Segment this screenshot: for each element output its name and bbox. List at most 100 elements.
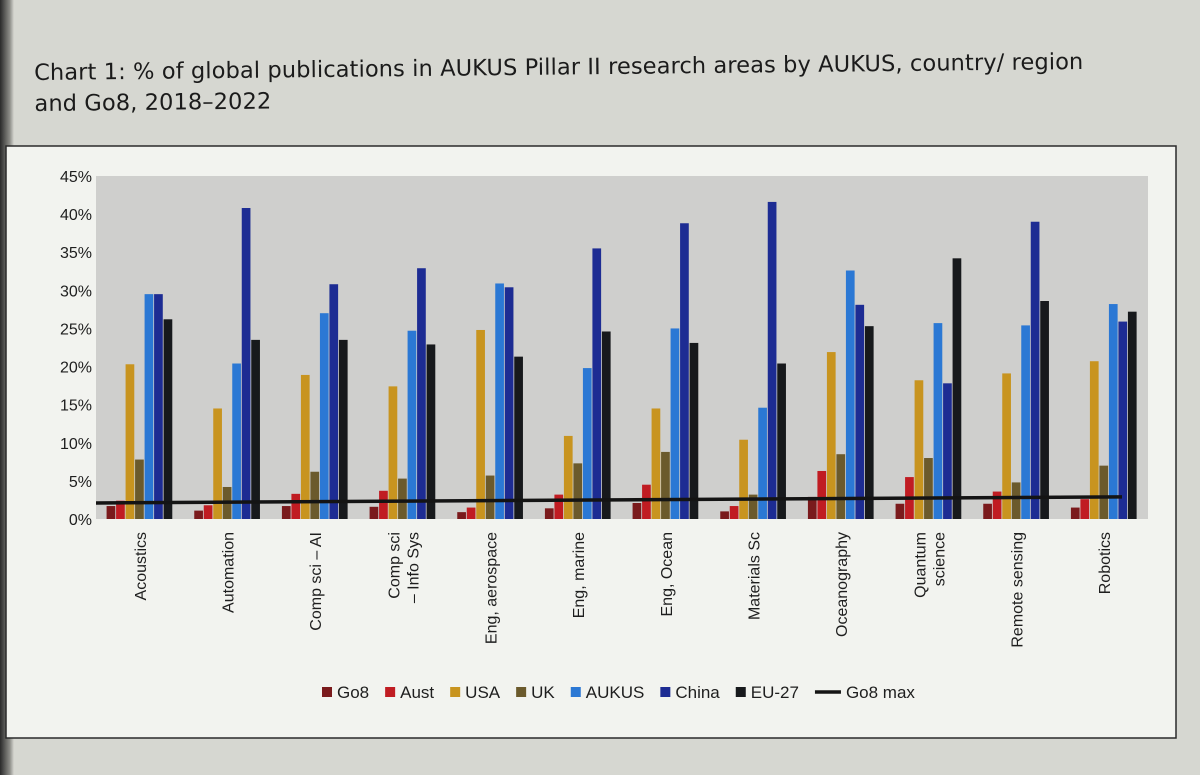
bar-aust	[203, 505, 213, 519]
bar-aust	[291, 493, 301, 519]
bar-china	[241, 208, 251, 519]
x-category-label: Robotics	[1097, 532, 1114, 594]
bar-uk	[1011, 482, 1021, 519]
bar-aukus	[1021, 325, 1030, 519]
bar-china	[417, 268, 426, 519]
y-tick-label: 35%	[60, 245, 92, 262]
bar-aust	[729, 506, 739, 519]
bar-eu-27	[1040, 301, 1049, 519]
x-category-label: Comp sci – AI	[308, 532, 325, 631]
bar-aukus	[144, 294, 154, 519]
bar-china	[855, 304, 865, 519]
legend-swatch	[516, 687, 527, 697]
bar-eu-27	[338, 339, 348, 519]
bar-eu-27	[864, 326, 874, 519]
bar-go8	[807, 496, 817, 519]
bar-aust	[554, 494, 564, 519]
y-tick-label: 30%	[60, 283, 92, 300]
bar-usa	[125, 364, 135, 519]
bar-aukus	[232, 363, 241, 519]
bar-aust	[466, 507, 476, 519]
bar-usa	[563, 435, 573, 519]
x-category-label-line: Oceanography	[834, 532, 851, 637]
bar-china	[1030, 221, 1040, 519]
x-category-label: Materials Sc	[747, 532, 764, 620]
bar-go8	[281, 506, 291, 519]
x-category-label: Eng, marine	[571, 532, 588, 618]
x-category-label: Comp sci – Info Sys	[386, 532, 422, 603]
bar-uk	[836, 454, 846, 519]
bar-aust	[992, 491, 1002, 519]
bar-aukus	[319, 313, 329, 519]
y-tick-label: 40%	[60, 207, 92, 224]
bar-usa	[300, 374, 310, 519]
bar-aust	[116, 500, 125, 519]
bar-aukus	[933, 323, 943, 519]
legend-swatch	[660, 687, 671, 697]
go8-max-line-group	[95, 495, 1123, 505]
x-category-label-line: Robotics	[1097, 532, 1114, 594]
x-category-label: Acoustics	[133, 532, 150, 600]
x-category-label-line: – Info Sys	[405, 532, 422, 603]
bar-go8	[1070, 507, 1080, 519]
bar-aust	[817, 470, 827, 519]
bar-aukus	[407, 330, 417, 519]
bar-go8	[720, 511, 729, 519]
go8-max-line	[95, 495, 1123, 505]
bar-aust	[642, 484, 651, 519]
bar-go8	[632, 502, 642, 519]
bar-aukus	[495, 283, 504, 519]
bar-eu-27	[601, 331, 611, 519]
legend-swatch	[570, 687, 581, 697]
legend-label: Go8 max	[846, 683, 915, 702]
bar-china	[154, 294, 163, 519]
bar-aukus	[670, 328, 680, 519]
y-tick-label: 25%	[60, 321, 92, 338]
x-category-label: Quantum science	[912, 532, 948, 598]
bar-usa	[476, 329, 485, 519]
bar-aukus	[1108, 304, 1118, 519]
bar-uk	[1099, 465, 1109, 519]
bar-uk	[573, 463, 583, 519]
x-category-label-line: Quantum	[912, 532, 929, 598]
bar-go8	[895, 503, 905, 519]
bar-uk	[748, 494, 758, 519]
bar-eu-27	[952, 258, 962, 519]
bar-usa	[1089, 361, 1099, 519]
bar-uk	[310, 471, 320, 519]
bar-aukus	[845, 270, 855, 519]
bar-aukus	[582, 368, 592, 519]
bar-eu-27	[1127, 311, 1137, 519]
bar-uk	[398, 478, 407, 519]
legend-label: Go8	[337, 683, 369, 702]
bar-uk	[485, 475, 495, 519]
bar-china	[943, 383, 952, 519]
x-category-label: Oceanography	[834, 532, 851, 637]
legend-label: EU-27	[751, 683, 799, 702]
bar-go8	[194, 510, 203, 519]
y-tick-label: 20%	[60, 360, 92, 377]
y-tick-label: 0%	[69, 512, 92, 529]
bar-eu-27	[514, 356, 523, 519]
bar-go8	[457, 512, 466, 519]
bar-china	[1118, 321, 1128, 519]
bar-eu-27	[426, 344, 436, 519]
x-category-label-line: Eng, marine	[571, 532, 588, 618]
y-axis: 0% 5% 10% 15% 20% 25% 30% 35% 40% 45%	[60, 169, 92, 529]
x-category-label: Automation	[221, 532, 238, 613]
bar-china	[767, 201, 777, 519]
bar-go8	[369, 506, 379, 519]
bar-usa	[826, 352, 836, 519]
x-category-label: Remote sensing	[1010, 532, 1027, 648]
bar-uk	[661, 451, 670, 519]
bar-go8	[106, 506, 116, 519]
bar-aust	[1080, 499, 1090, 519]
legend-label: China	[675, 683, 720, 702]
bars	[106, 201, 1137, 519]
bar-china	[504, 287, 514, 519]
legend: Go8 Aust USA UK AUKUS China EU-27 Go8 max	[322, 683, 915, 702]
x-category-label-line: Materials Sc	[747, 532, 764, 620]
x-category-label-line: Comp sci – AI	[308, 532, 325, 631]
bar-usa	[651, 408, 661, 519]
